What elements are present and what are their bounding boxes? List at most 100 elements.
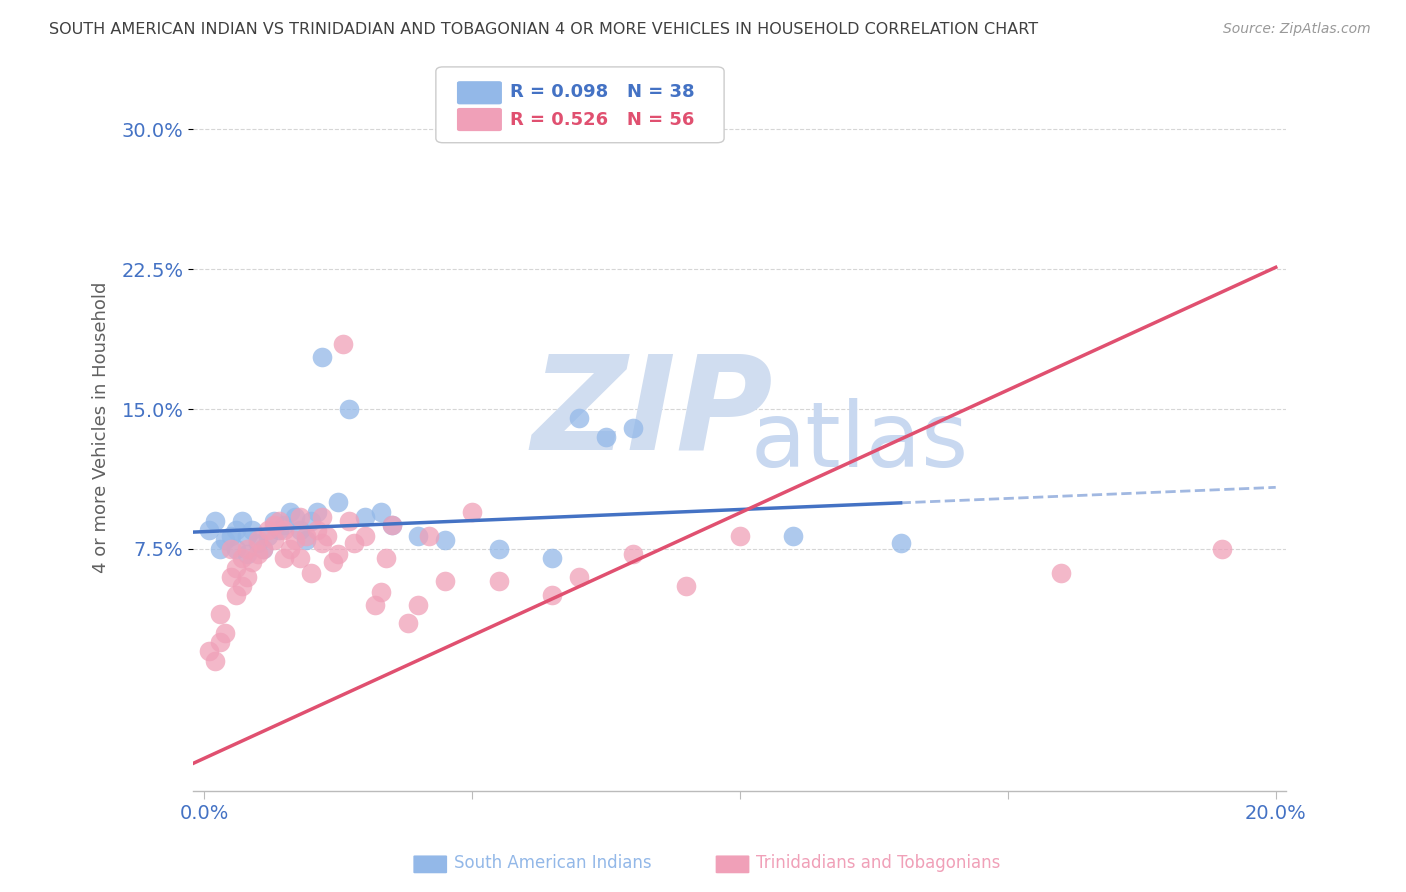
Point (305, 505, 328, 519)
Point (311, 510, 333, 524)
Point (278, 505, 301, 519)
Point (225, 560, 247, 574)
Point (370, 584, 392, 599)
Point (408, 529, 430, 543)
Point (236, 570, 259, 584)
Point (214, 625, 236, 640)
Point (246, 548, 269, 562)
Text: South American Indians: South American Indians (454, 855, 652, 872)
Point (225, 523, 247, 537)
Text: R = 0.526   N = 56: R = 0.526 N = 56 (510, 111, 695, 128)
Point (198, 644, 221, 658)
Point (209, 541, 232, 556)
Text: ZIP: ZIP (531, 350, 773, 476)
Point (273, 523, 295, 537)
Point (231, 514, 253, 528)
Point (219, 529, 242, 543)
Point (225, 541, 247, 556)
Text: Source: ZipAtlas.com: Source: ZipAtlas.com (1223, 22, 1371, 37)
Point (267, 514, 290, 528)
Point (252, 541, 274, 556)
Text: Trinidadians and Tobagonians: Trinidadians and Tobagonians (756, 855, 1001, 872)
Point (252, 541, 274, 556)
Point (488, 574, 510, 588)
Point (488, 541, 510, 556)
Point (326, 495, 349, 509)
Point (295, 529, 318, 543)
Point (380, 517, 402, 532)
Point (290, 510, 312, 524)
Point (370, 505, 392, 519)
Point (621, 420, 644, 434)
Point (204, 654, 226, 668)
Point (299, 514, 322, 528)
Point (284, 510, 307, 524)
Point (434, 574, 457, 588)
Point (1050, 566, 1073, 581)
Point (236, 548, 259, 562)
Point (353, 510, 375, 524)
Text: atlas: atlas (751, 398, 969, 486)
Point (305, 523, 328, 537)
Point (236, 541, 259, 556)
Point (728, 529, 751, 543)
Point (343, 536, 366, 550)
Point (236, 529, 259, 543)
Point (284, 533, 307, 547)
Point (219, 570, 242, 584)
Point (209, 607, 232, 621)
Point (364, 598, 387, 612)
Point (408, 598, 430, 612)
Point (299, 566, 322, 581)
Point (326, 548, 349, 562)
Point (595, 430, 617, 444)
Point (541, 589, 564, 603)
Point (295, 533, 318, 547)
Point (434, 533, 457, 547)
Point (246, 533, 269, 547)
Point (353, 529, 375, 543)
Point (380, 517, 402, 532)
Point (257, 529, 280, 543)
Point (214, 533, 236, 547)
Point (675, 579, 697, 593)
Point (418, 529, 440, 543)
Point (246, 536, 269, 550)
Point (267, 523, 290, 537)
Point (204, 514, 226, 528)
Point (240, 523, 263, 537)
Point (337, 514, 360, 528)
Point (278, 541, 301, 556)
Point (225, 589, 247, 603)
Point (263, 533, 285, 547)
Point (396, 616, 419, 631)
Point (263, 517, 285, 532)
Point (782, 529, 804, 543)
Point (461, 505, 484, 519)
Y-axis label: 4 or more Vehicles in Household: 4 or more Vehicles in Household (93, 282, 110, 574)
Point (316, 529, 339, 543)
Point (322, 555, 344, 569)
Point (273, 551, 295, 566)
Point (231, 579, 253, 593)
Point (621, 548, 644, 562)
Point (311, 536, 333, 550)
Point (263, 514, 285, 528)
Point (1211, 541, 1233, 556)
Point (273, 517, 295, 532)
Point (231, 551, 253, 566)
Point (337, 402, 360, 417)
Point (198, 523, 221, 537)
Point (311, 350, 333, 364)
Point (219, 541, 242, 556)
Point (240, 555, 263, 569)
Point (332, 336, 354, 351)
Point (541, 551, 564, 566)
Point (375, 551, 398, 566)
Point (209, 635, 232, 649)
Text: SOUTH AMERICAN INDIAN VS TRINIDADIAN AND TOBAGONIAN 4 OR MORE VEHICLES IN HOUSEH: SOUTH AMERICAN INDIAN VS TRINIDADIAN AND… (49, 22, 1039, 37)
Point (290, 551, 312, 566)
Point (290, 523, 312, 537)
Text: R = 0.098   N = 38: R = 0.098 N = 38 (510, 83, 695, 101)
Point (568, 411, 591, 425)
